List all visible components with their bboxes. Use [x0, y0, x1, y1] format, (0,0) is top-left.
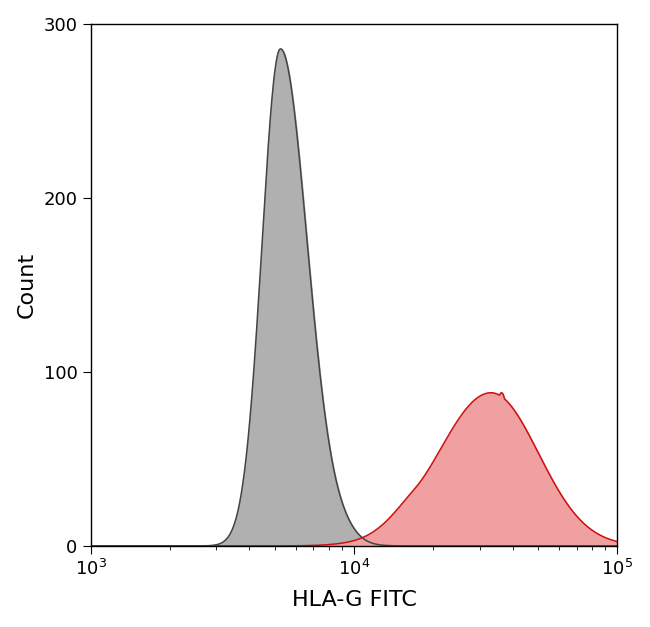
X-axis label: HLA-G FITC: HLA-G FITC — [292, 591, 417, 610]
Y-axis label: Count: Count — [17, 251, 36, 318]
